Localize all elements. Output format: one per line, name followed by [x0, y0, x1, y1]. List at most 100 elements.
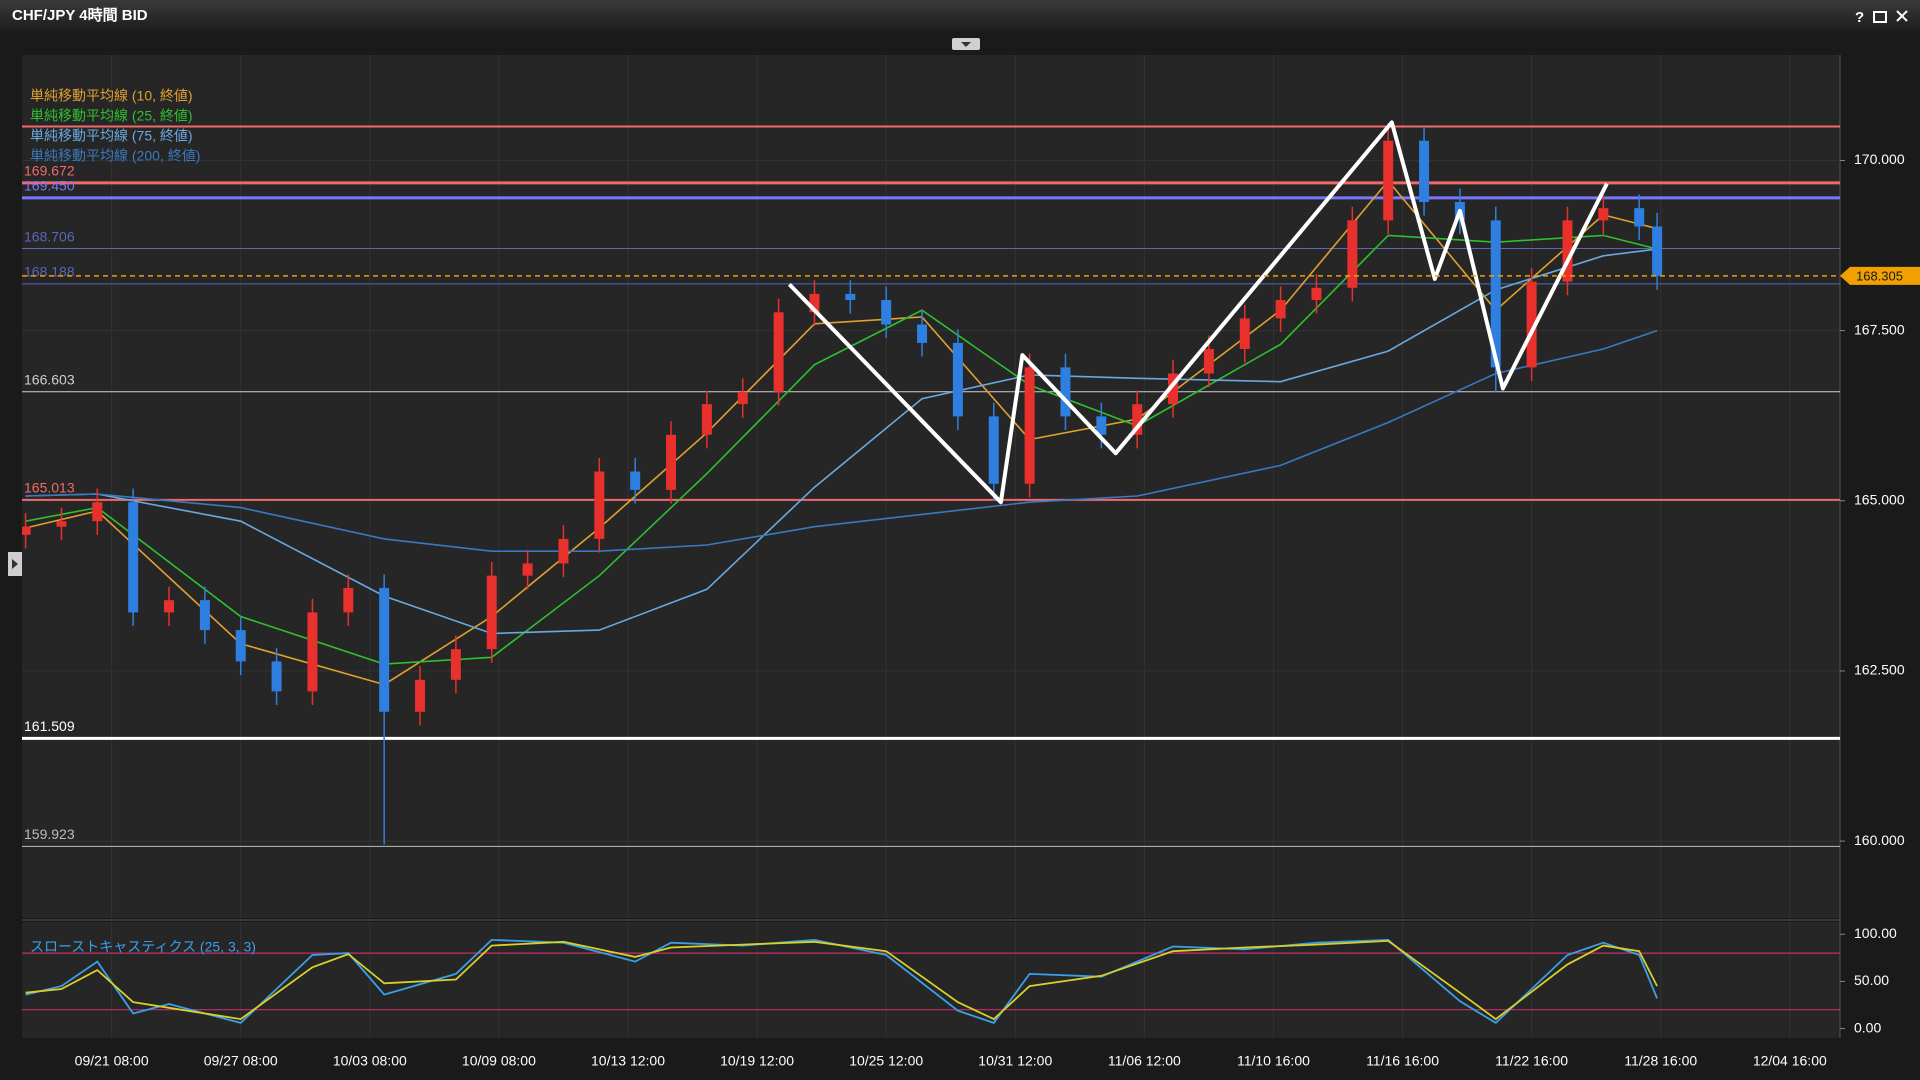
candle-body [271, 661, 282, 692]
x-tick-label: 12/04 16:00 [1753, 1053, 1827, 1069]
candle-body [952, 342, 963, 417]
candle-body [128, 502, 139, 613]
price-level-label: 166.603 [24, 371, 75, 387]
candle-body [630, 471, 641, 490]
candle-body [1562, 220, 1573, 282]
x-tick-label: 09/27 08:00 [204, 1053, 278, 1069]
y-tick-label: 165.000 [1854, 491, 1905, 507]
candle-body [917, 324, 928, 343]
candle-body [1347, 220, 1358, 288]
candle-body [558, 538, 569, 564]
candle-body [56, 521, 67, 527]
candle-body [307, 612, 318, 692]
x-tick-label: 10/09 08:00 [462, 1053, 536, 1069]
indicator-plot-area [22, 922, 1840, 1038]
y-tick-label: 170.000 [1854, 151, 1905, 167]
stochastic-line [25, 938, 1658, 1025]
indicator-tick-label: 100.00 [1854, 925, 1897, 941]
price-level-label: 165.013 [24, 480, 75, 496]
indicator-title: スローストキャスティクス (25, 3, 3) [30, 939, 256, 955]
x-tick-label: 11/22 16:00 [1495, 1053, 1568, 1069]
x-tick-label: 10/31 12:00 [978, 1053, 1052, 1069]
x-tick-label: 11/16 16:00 [1366, 1053, 1439, 1069]
current-price-label: 168.305 [1856, 268, 1903, 283]
price-level-label: 169.450 [24, 178, 75, 194]
candle-body [1526, 281, 1537, 368]
price-level-label: 168.188 [24, 264, 75, 280]
candle-body [1060, 367, 1071, 417]
candle-body [22, 526, 31, 535]
candle-body [737, 391, 748, 405]
candle-body [1598, 208, 1609, 221]
candle-body [199, 600, 210, 631]
x-tick-label: 11/06 12:00 [1108, 1053, 1181, 1069]
candle-body [1024, 367, 1035, 484]
candle-body [1419, 140, 1430, 203]
candle-body [701, 404, 712, 435]
legend-entry: 単純移動平均線 (200, 終値) [30, 148, 200, 164]
price-level-label: 159.923 [24, 826, 75, 842]
candle-body [1652, 226, 1663, 276]
candle-body [1239, 318, 1250, 350]
candle-body [343, 587, 354, 613]
title-bar [0, 0, 1920, 32]
candle-body [1383, 140, 1394, 221]
legend-entry: 単純移動平均線 (75, 終値) [30, 128, 193, 144]
legend-entry: 単純移動平均線 (10, 終値) [30, 88, 193, 104]
price-level-label: 161.509 [24, 718, 75, 734]
x-tick-label: 11/28 16:00 [1624, 1053, 1697, 1069]
candle-body [809, 293, 820, 313]
overlay: 09/21 08:00 09/27 08:00 10/03 08:00 10/09 0… [30, 88, 1920, 1069]
candle-body [594, 471, 605, 539]
candle-body [450, 649, 461, 680]
x-tick-label: 10/25 12:00 [849, 1053, 923, 1069]
x-tick-label: 10/13 12:00 [591, 1053, 665, 1069]
indicator-tick-label: 50.00 [1854, 972, 1889, 988]
help-button[interactable]: ? [1855, 9, 1864, 26]
candle-body [415, 679, 426, 712]
candle-body [1634, 208, 1645, 227]
candle-body [1132, 404, 1143, 435]
indicator-plot [22, 922, 1840, 1038]
window-title: CHF/JPY 4時間 BID [12, 6, 148, 24]
collapse-icon [961, 42, 971, 47]
trend-drawing [787, 120, 1609, 505]
candle-body [164, 600, 175, 613]
price-level-label: 169.672 [24, 163, 75, 179]
candle-body [666, 434, 677, 490]
side-toggle-icon [12, 559, 18, 569]
price-level-label: 168.706 [24, 228, 75, 244]
candle-body [845, 293, 856, 301]
candle-body [92, 502, 103, 522]
x-tick-label: 11/10 16:00 [1237, 1053, 1310, 1069]
current-price-tag [1840, 266, 1920, 285]
main-plot-area [22, 55, 1840, 918]
indicator-tick-label: 0.00 [1854, 1019, 1881, 1035]
candle-body [1168, 373, 1179, 405]
moving-average-line [25, 329, 1658, 552]
candle-body [1490, 220, 1501, 368]
close-button[interactable] [1896, 10, 1908, 22]
x-tick-label: 10/03 08:00 [333, 1053, 407, 1069]
candle-body [1275, 300, 1286, 319]
y-tick-label: 162.500 [1854, 662, 1905, 678]
candle-body [235, 630, 246, 662]
candle-body [881, 300, 892, 325]
moving-average-line [25, 248, 1658, 635]
legend-entry: 単純移動平均線 (25, 終値) [30, 108, 193, 124]
maximize-button[interactable] [1873, 11, 1887, 23]
candle-body [1203, 349, 1214, 374]
y-tick-label: 160.000 [1854, 832, 1905, 848]
x-tick-label: 09/21 08:00 [75, 1053, 149, 1069]
candle-body [486, 575, 497, 650]
candle-body [988, 416, 999, 484]
candle-body [522, 563, 533, 576]
candle-body [1311, 287, 1322, 301]
x-tick-label: 10/19 12:00 [720, 1053, 794, 1069]
candle-body [773, 312, 784, 392]
stochastic-line [25, 939, 1658, 1021]
candle-body [379, 587, 390, 712]
